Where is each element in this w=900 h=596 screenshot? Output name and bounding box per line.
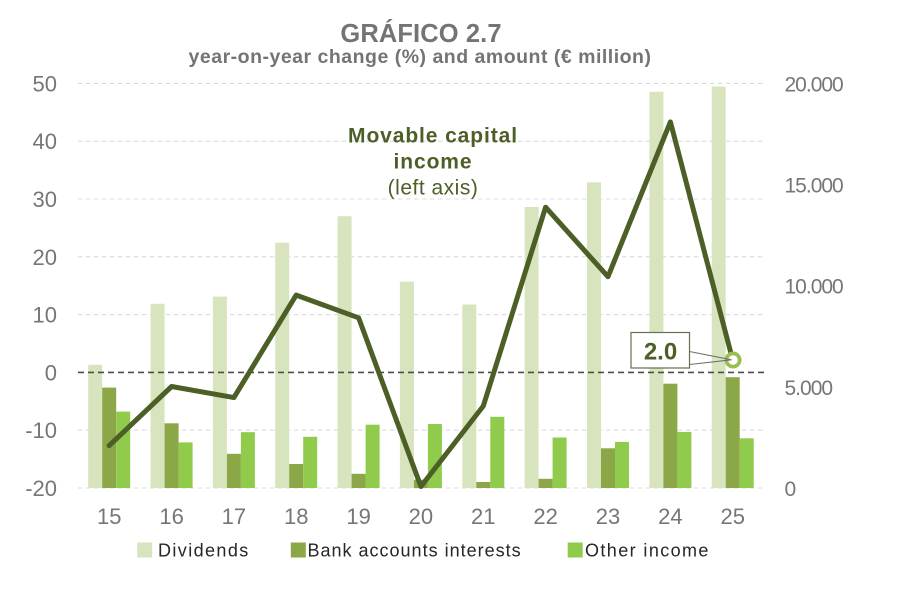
svg-text:24: 24 [658, 504, 682, 529]
svg-text:Bank accounts interests: Bank accounts interests [308, 541, 522, 561]
svg-text:30: 30 [33, 187, 57, 212]
svg-text:50: 50 [33, 71, 57, 96]
svg-text:25: 25 [720, 504, 744, 529]
svg-text:40: 40 [33, 129, 57, 154]
svg-text:22: 22 [533, 504, 557, 529]
svg-text:15: 15 [97, 504, 121, 529]
svg-text:20.000: 20.000 [785, 73, 844, 96]
svg-text:21: 21 [471, 504, 495, 529]
svg-text:-10: -10 [25, 418, 57, 443]
svg-text:0: 0 [45, 360, 57, 385]
svg-text:18: 18 [284, 504, 308, 529]
svg-text:Movable capital: Movable capital [348, 125, 518, 148]
svg-text:17: 17 [222, 504, 246, 529]
svg-text:10: 10 [33, 303, 57, 328]
svg-text:20: 20 [409, 504, 433, 529]
svg-text:20: 20 [33, 245, 57, 270]
svg-text:23: 23 [596, 504, 620, 529]
svg-text:2.0: 2.0 [644, 339, 677, 366]
svg-text:year-on-year change (%) and am: year-on-year change (%) and amount (€ mi… [189, 46, 652, 68]
svg-text:GRÁFICO 2.7: GRÁFICO 2.7 [340, 19, 501, 48]
svg-text:Other income: Other income [585, 541, 710, 561]
svg-text:-20: -20 [25, 476, 57, 501]
svg-text:16: 16 [159, 504, 183, 529]
svg-text:income: income [394, 151, 473, 174]
svg-text:10.000: 10.000 [785, 276, 844, 299]
svg-text:(left axis): (left axis) [388, 177, 479, 200]
svg-text:5.000: 5.000 [785, 377, 833, 400]
svg-text:15.000: 15.000 [785, 175, 844, 198]
svg-text:0: 0 [785, 478, 796, 501]
svg-text:19: 19 [346, 504, 370, 529]
svg-text:Dividends: Dividends [158, 541, 250, 561]
